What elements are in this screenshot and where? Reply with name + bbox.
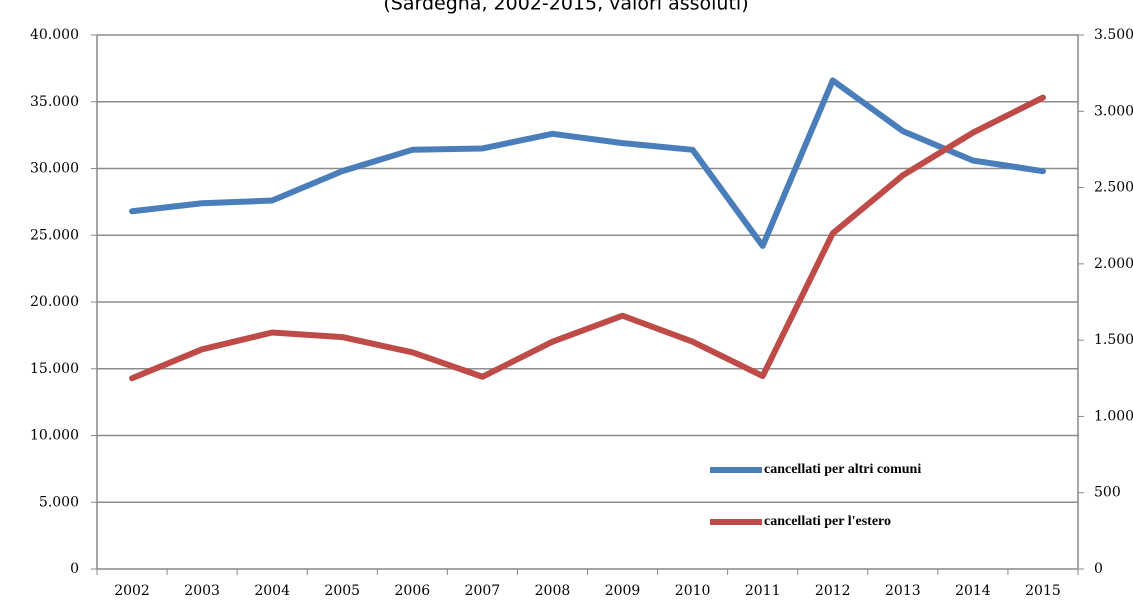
y2-tick-label: 2.500 — [1094, 180, 1133, 196]
legend-label: cancellati per altri comuni — [764, 462, 921, 477]
y2-tick-label: 2.000 — [1094, 256, 1133, 272]
x-tick-label: 2012 — [815, 583, 851, 599]
x-tick-label: 2002 — [114, 583, 150, 599]
y-tick-label: 10.000 — [30, 428, 79, 444]
y-tick-label: 40.000 — [30, 27, 79, 43]
y-tick-label: 15.000 — [30, 361, 79, 377]
x-tick-label: 2010 — [675, 583, 711, 599]
y-tick-label: 30.000 — [30, 161, 79, 177]
x-tick-label: 2009 — [605, 583, 641, 599]
y-tick-label: 0 — [70, 561, 79, 577]
x-tick-label: 2013 — [885, 583, 921, 599]
line-series — [129, 77, 1046, 249]
y2-tick-label: 0 — [1094, 561, 1103, 577]
x-tick-label: 2007 — [465, 583, 501, 599]
x-tick-label: 2004 — [254, 583, 290, 599]
y-tick-label: 25.000 — [30, 227, 79, 243]
chart-subtitle: (Sardegna, 2002-2015, valori assoluti) — [383, 0, 748, 15]
y-tick-label: 20.000 — [30, 294, 79, 310]
y2-tick-label: 3.500 — [1094, 27, 1133, 43]
y-tick-label: 35.000 — [30, 94, 79, 110]
x-tick-label: 2003 — [184, 583, 220, 599]
y2-tick-label: 3.000 — [1094, 103, 1133, 119]
line-series — [129, 94, 1046, 382]
y2-tick-label: 1.500 — [1094, 332, 1133, 348]
x-tick-label: 2011 — [745, 583, 781, 599]
x-tick-label: 2015 — [1025, 583, 1061, 599]
y2-tick-label: 500 — [1094, 485, 1121, 501]
x-tick-label: 2008 — [535, 583, 571, 599]
legend-label: cancellati per l'estero — [764, 514, 891, 529]
x-tick-label: 2014 — [955, 583, 991, 599]
x-tick-label: 2005 — [324, 583, 360, 599]
y2-tick-label: 1.000 — [1094, 408, 1133, 424]
y-tick-label: 5.000 — [39, 494, 79, 510]
x-tick-label: 2006 — [395, 583, 431, 599]
